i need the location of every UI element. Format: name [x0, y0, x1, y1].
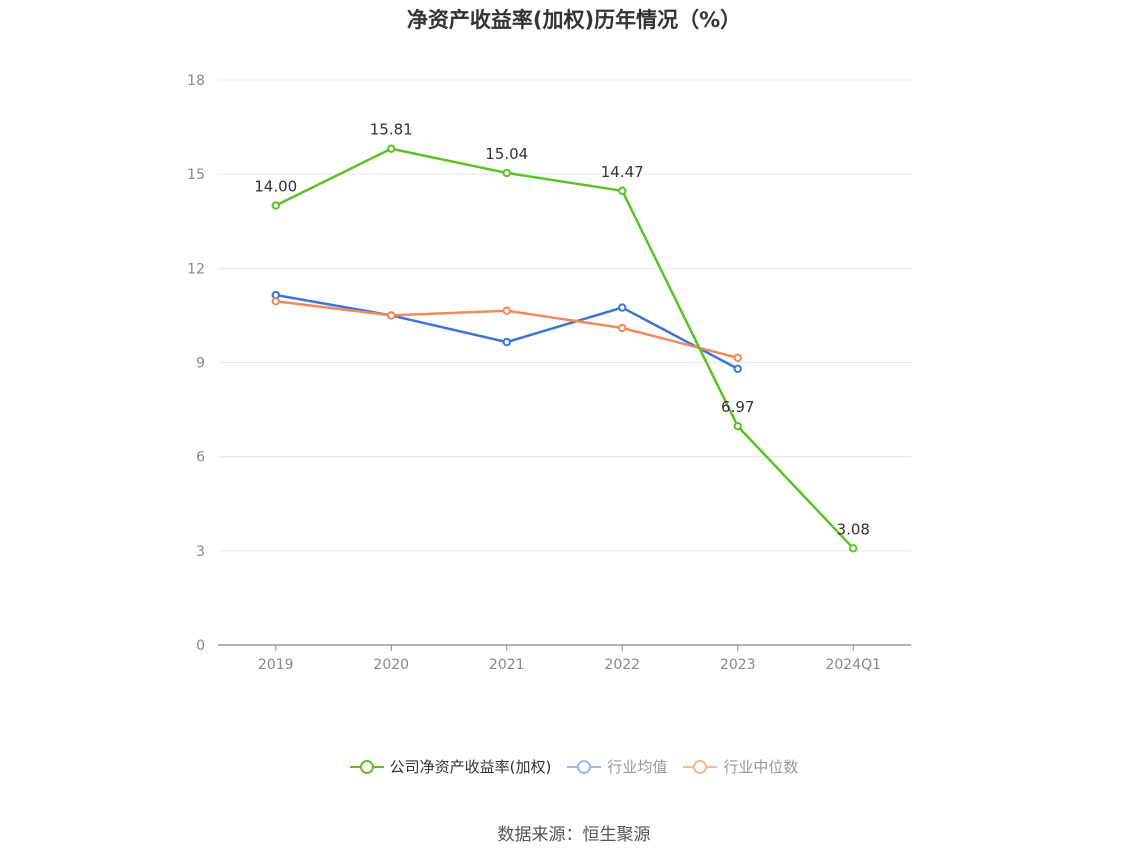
data-label: 6.97	[721, 398, 754, 416]
legend-item-company-roe[interactable]: 公司净资产收益率(加权)	[349, 756, 552, 777]
legend-label: 行业中位数	[723, 758, 799, 776]
y-tick-label: 0	[196, 638, 205, 654]
data-point	[849, 544, 858, 553]
legend-marker-icon	[349, 757, 384, 777]
legend-item-industry-mean[interactable]: 行业均值	[567, 756, 667, 777]
data-label: 15.04	[485, 145, 528, 163]
data-point	[733, 353, 742, 362]
y-tick-label: 9	[196, 356, 205, 372]
data-point	[271, 297, 280, 306]
x-tick-label: 2024Q1	[825, 657, 881, 673]
chart-title: 净资产收益率(加权)历年情况（%）	[406, 8, 742, 32]
data-point	[502, 306, 511, 315]
data-point	[618, 303, 627, 312]
data-point	[502, 168, 511, 178]
legend-item-industry-median[interactable]: 行业中位数	[683, 756, 798, 777]
y-tick-label: 15	[187, 167, 205, 183]
chart-legend: 公司净资产收益率(加权) 行业均值 行业中位数	[0, 756, 1148, 777]
data-label: 15.81	[370, 121, 413, 139]
x-tick-label: 2023	[720, 657, 756, 673]
data-point	[271, 201, 280, 210]
y-tick-label: 6	[196, 450, 205, 466]
legend-marker-icon	[683, 757, 718, 777]
data-point	[387, 311, 396, 320]
x-tick-label: 2019	[258, 657, 294, 673]
data-point	[618, 186, 627, 196]
data-label: 14.47	[601, 163, 644, 181]
y-tick-label: 3	[196, 544, 205, 560]
series-line	[275, 147, 855, 550]
legend-label: 公司净资产收益率(加权)	[389, 758, 552, 776]
data-point	[502, 337, 511, 347]
x-tick-label: 2022	[604, 657, 640, 673]
legend-label: 行业均值	[607, 758, 668, 776]
series-line	[275, 293, 739, 370]
data-point	[618, 323, 627, 333]
y-tick-label: 12	[187, 261, 205, 277]
data-point	[733, 364, 742, 373]
legend-marker-icon	[567, 757, 602, 777]
x-tick-label: 2020	[373, 657, 409, 673]
data-label: 3.08	[837, 520, 870, 538]
data-point	[733, 422, 742, 431]
data-label: 14.00	[254, 178, 297, 196]
y-tick-label: 18	[187, 73, 205, 89]
data-point	[387, 144, 396, 153]
x-tick-label: 2021	[489, 657, 525, 673]
data-source: 数据来源：恒生聚源	[497, 825, 651, 845]
